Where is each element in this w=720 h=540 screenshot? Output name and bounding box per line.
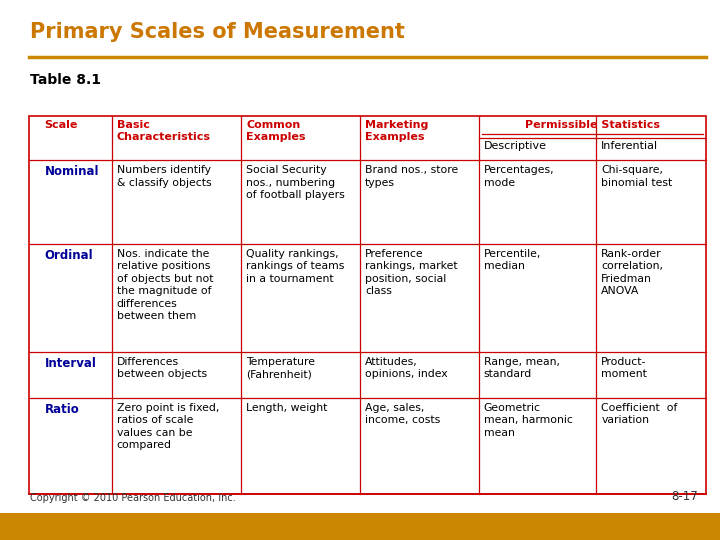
Text: Coefficient  of
variation: Coefficient of variation [601,403,678,425]
Text: Permissible Statistics: Permissible Statistics [525,120,660,131]
Text: Geometric
mean, harmonic
mean: Geometric mean, harmonic mean [484,403,572,437]
Text: Basic
Characteristics: Basic Characteristics [117,120,211,143]
Text: Nominal: Nominal [45,165,99,178]
Text: Preference
rankings, market
position, social
class: Preference rankings, market position, so… [365,249,458,296]
Text: Age, sales,
income, costs: Age, sales, income, costs [365,403,441,425]
Text: Common
Examples: Common Examples [246,120,306,143]
Text: Range, mean,
standard: Range, mean, standard [484,357,560,379]
Text: 8-17: 8-17 [672,490,698,503]
Bar [0,513,720,540]
Text: Table 8.1: Table 8.1 [30,73,102,87]
Text: Differences
between objects: Differences between objects [117,357,207,379]
Text: Rank-order
correlation,
Friedman
ANOVA: Rank-order correlation, Friedman ANOVA [601,249,663,296]
Text: Brand nos., store
types: Brand nos., store types [365,165,459,187]
Text: Interval: Interval [45,357,96,370]
Text: Numbers identify
& classify objects: Numbers identify & classify objects [117,165,211,187]
Text: Copyright © 2010 Pearson Education, Inc.: Copyright © 2010 Pearson Education, Inc. [30,493,236,503]
Text: Descriptive: Descriptive [484,141,547,152]
Text: Temperature
(Fahrenheit): Temperature (Fahrenheit) [246,357,315,379]
Text: Scale: Scale [45,120,78,131]
Bar [29,116,706,494]
Text: Social Security
nos., numbering
of football players: Social Security nos., numbering of footb… [246,165,345,200]
Text: Ratio: Ratio [45,403,79,416]
Text: Percentile,
median: Percentile, median [484,249,541,271]
Text: Quality rankings,
rankings of teams
in a tournament: Quality rankings, rankings of teams in a… [246,249,345,284]
Text: Inferential: Inferential [601,141,658,152]
Text: Attitudes,
opinions, index: Attitudes, opinions, index [365,357,448,379]
Text: Chi-square,
binomial test: Chi-square, binomial test [601,165,672,187]
Text: Ordinal: Ordinal [45,249,94,262]
Text: Zero point is fixed,
ratios of scale
values can be
compared: Zero point is fixed, ratios of scale val… [117,403,219,450]
Text: Primary Scales of Measurement: Primary Scales of Measurement [30,22,405,42]
Text: Length, weight: Length, weight [246,403,328,413]
Text: Percentages,
mode: Percentages, mode [484,165,554,187]
Text: Marketing
Examples: Marketing Examples [365,120,428,143]
Text: Product-
moment: Product- moment [601,357,647,379]
Text: Nos. indicate the
relative positions
of objects but not
the magnitude of
differe: Nos. indicate the relative positions of … [117,249,213,321]
